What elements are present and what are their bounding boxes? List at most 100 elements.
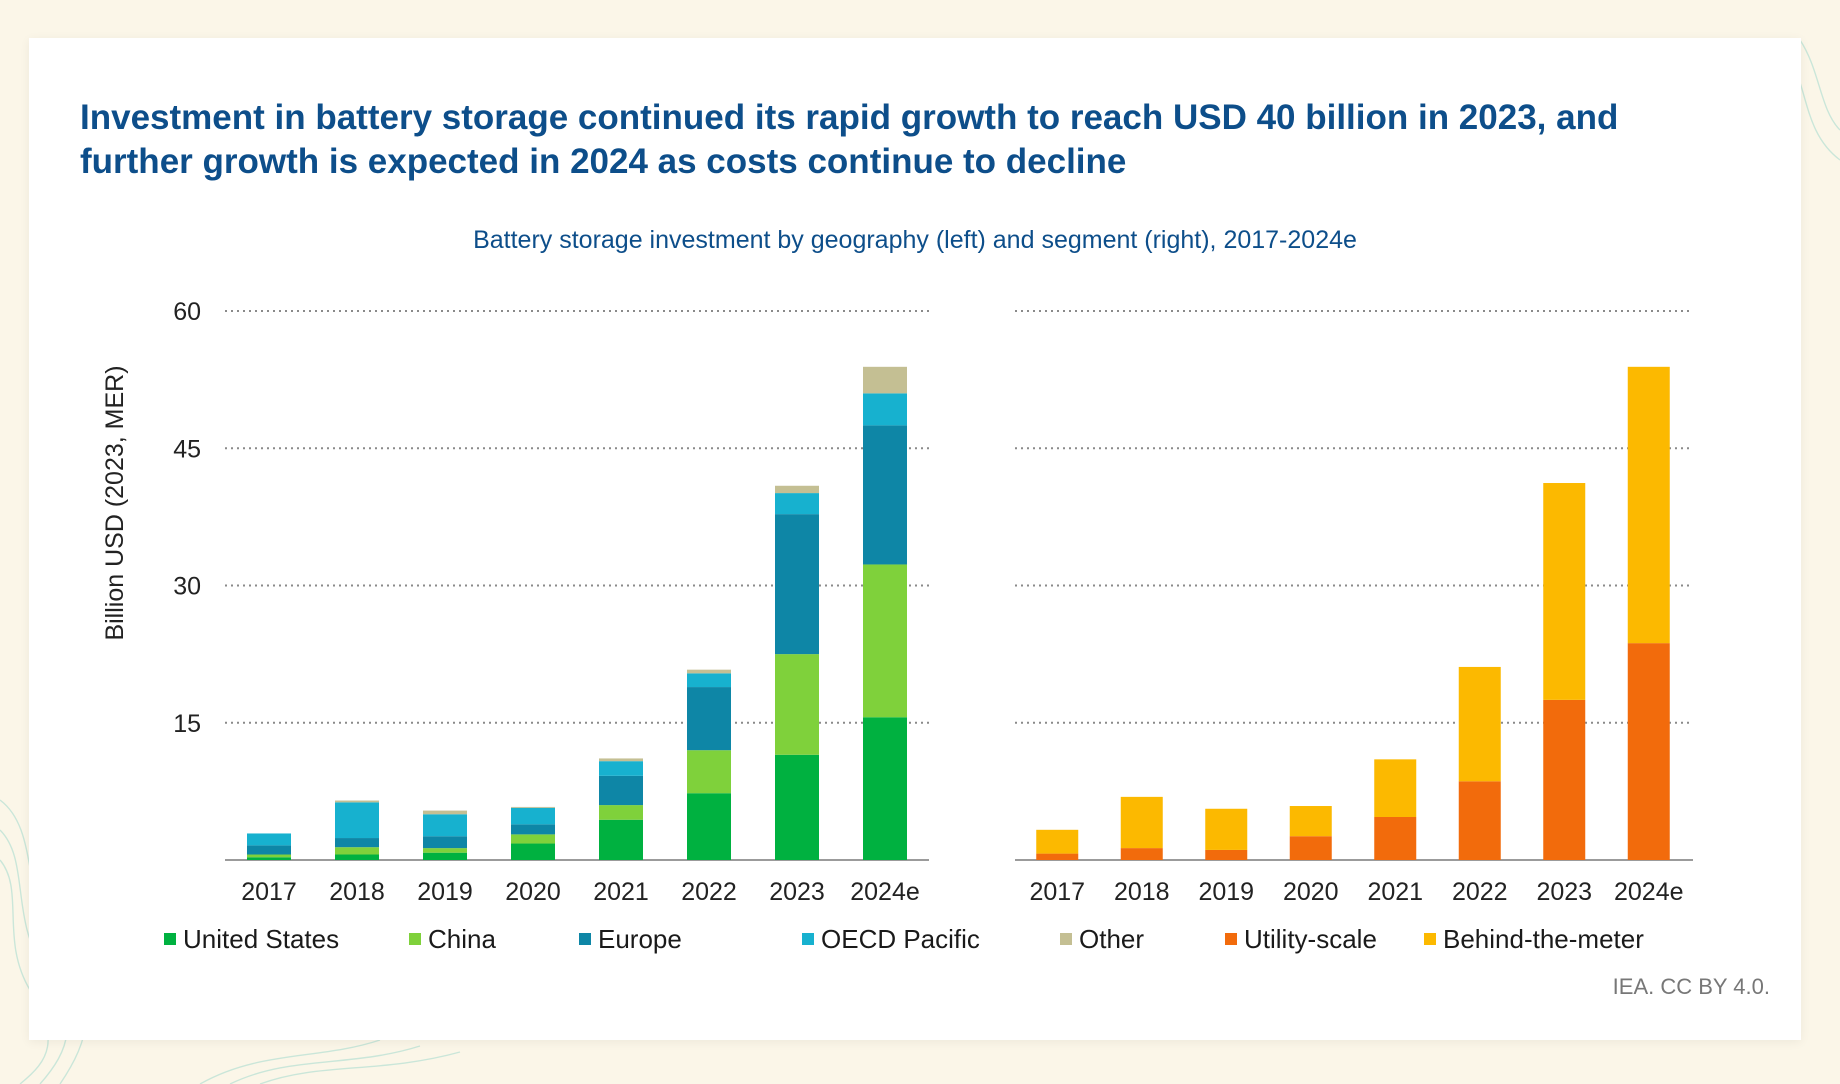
- bar-behind-the-meter-2020: [1289, 806, 1332, 837]
- bar-oecd-pacific-2018: [335, 802, 379, 839]
- bar-china-2017: [247, 854, 291, 858]
- headline: Investment in battery storage continued …: [80, 98, 1619, 181]
- x-tick-label: 2024e: [1614, 878, 1684, 906]
- legend-label: Behind-the-meter: [1443, 923, 1644, 954]
- source-note: IEA. CC BY 4.0.: [1612, 974, 1770, 999]
- bar-oecd-pacific-2019: [423, 814, 467, 837]
- bar-united-states-2019: [423, 852, 467, 860]
- x-tick-label: 2017: [1029, 878, 1085, 906]
- bar-europe-2022: [687, 687, 731, 751]
- legend-item-oecd-pacific: OECD Pacific: [802, 921, 980, 957]
- x-tick-label: 2018: [1114, 878, 1170, 906]
- y-tick-label: 30: [173, 573, 201, 601]
- bar-united-states-2017: [247, 857, 291, 860]
- bar-other-2023: [775, 485, 819, 494]
- bar-united-states-2020: [511, 843, 555, 860]
- x-tick-label: 2020: [505, 878, 561, 906]
- bar-other-2022: [687, 669, 731, 674]
- bar-china-2020: [511, 834, 555, 844]
- bar-oecd-pacific-2024e: [863, 393, 907, 426]
- legend-item-united-states: United States: [164, 921, 339, 957]
- bar-utility-scale-2017: [1036, 853, 1079, 860]
- bar-europe-2020: [511, 824, 555, 835]
- bar-united-states-2022: [687, 793, 731, 860]
- x-tick-label: 2022: [681, 878, 737, 906]
- chart-subtitle: Battery storage investment by geography …: [473, 226, 1357, 254]
- bar-other-2020: [511, 806, 555, 808]
- legend-item-utility-scale: Utility-scale: [1225, 921, 1377, 957]
- bar-oecd-pacific-2021: [599, 761, 643, 776]
- x-tick-label: 2020: [1283, 878, 1339, 906]
- legend-item-europe: Europe: [579, 921, 682, 957]
- legend-item-other: Other: [1060, 921, 1144, 957]
- bar-oecd-pacific-2023: [775, 493, 819, 515]
- bar-united-states-2023: [775, 754, 819, 860]
- bar-behind-the-meter-2023: [1543, 483, 1586, 700]
- x-tick-label: 2021: [1367, 878, 1423, 906]
- bar-united-states-2018: [335, 854, 379, 860]
- bar-united-states-2024e: [863, 717, 907, 860]
- legend-label: Europe: [598, 923, 682, 954]
- bar-charts: 15 30 45 60 2017 2018 2019 2020 2021 2022 2023 2024…: [173, 298, 1693, 906]
- bar-other-2019: [423, 810, 467, 815]
- bar-behind-the-meter-2024e: [1627, 366, 1670, 644]
- bar-behind-the-meter-2021: [1374, 759, 1417, 817]
- bar-china-2024e: [863, 564, 907, 718]
- bar-oecd-pacific-2020: [511, 807, 555, 825]
- y-tick-label: 15: [173, 710, 201, 738]
- bar-europe-2019: [423, 836, 467, 849]
- legend-label: United States: [183, 923, 340, 954]
- legend-swatch: [1424, 933, 1436, 945]
- bar-utility-scale-2023: [1543, 699, 1586, 860]
- bar-utility-scale-2019: [1205, 849, 1248, 860]
- bar-utility-scale-2024e: [1627, 643, 1670, 860]
- bar-utility-scale-2021: [1374, 816, 1417, 860]
- y-tick-label: 60: [173, 298, 201, 326]
- bar-other-2021: [599, 758, 643, 762]
- x-tick-label: 2023: [769, 878, 825, 906]
- legend-label: OECD Pacific: [821, 923, 980, 954]
- bar-behind-the-meter-2018: [1120, 796, 1163, 849]
- x-tick-label: 2021: [593, 878, 649, 906]
- legend-label: Utility-scale: [1244, 923, 1377, 954]
- bar-behind-the-meter-2022: [1458, 666, 1501, 782]
- x-tick-label: 2018: [329, 878, 385, 906]
- legend-label: Other: [1079, 923, 1145, 954]
- bar-oecd-pacific-2017: [247, 833, 291, 846]
- bar-united-states-2021: [599, 819, 643, 860]
- x-tick-label: 2024e: [850, 878, 920, 906]
- bar-china-2022: [687, 750, 731, 794]
- bar-oecd-pacific-2022: [687, 673, 731, 688]
- legend-label: China: [428, 923, 496, 954]
- chart-geography: 15 30 45 60 2017 2018 2019 2020 2021 2022 2023 2024…: [173, 298, 929, 906]
- bar-china-2023: [775, 654, 819, 755]
- bar-utility-scale-2020: [1289, 836, 1332, 860]
- bar-other-2024e: [863, 366, 907, 394]
- legend-swatch: [1225, 933, 1237, 945]
- x-tick-label: 2019: [1198, 878, 1254, 906]
- bar-europe-2018: [335, 838, 379, 848]
- x-tick-label: 2017: [241, 878, 297, 906]
- bar-europe-2021: [599, 775, 643, 806]
- bar-china-2018: [335, 847, 379, 855]
- legend-swatch: [802, 933, 814, 945]
- x-tick-label: 2022: [1452, 878, 1508, 906]
- bar-utility-scale-2018: [1120, 848, 1163, 860]
- chart-card: Investment in battery storage continued …: [29, 38, 1801, 1040]
- bar-behind-the-meter-2017: [1036, 829, 1079, 854]
- bar-china-2021: [599, 805, 643, 820]
- legend: United States China Europe OECD Pacific Othe…: [164, 921, 1724, 957]
- legend-swatch: [164, 933, 176, 945]
- legend-swatch: [579, 933, 591, 945]
- x-tick-label: 2019: [417, 878, 473, 906]
- legend-item-behind-the-meter: Behind-the-meter: [1424, 921, 1644, 957]
- chart-segment: 2017 2018 2019 2020 2021 2022 2023 2024e: [1015, 310, 1693, 906]
- bar-europe-2023: [775, 514, 819, 655]
- legend-item-china: China: [409, 921, 496, 957]
- bar-europe-2024e: [863, 425, 907, 565]
- bar-europe-2017: [247, 845, 291, 855]
- legend-swatch: [1060, 933, 1072, 945]
- bar-utility-scale-2022: [1458, 781, 1501, 860]
- bar-behind-the-meter-2019: [1205, 808, 1248, 850]
- bar-china-2019: [423, 848, 467, 853]
